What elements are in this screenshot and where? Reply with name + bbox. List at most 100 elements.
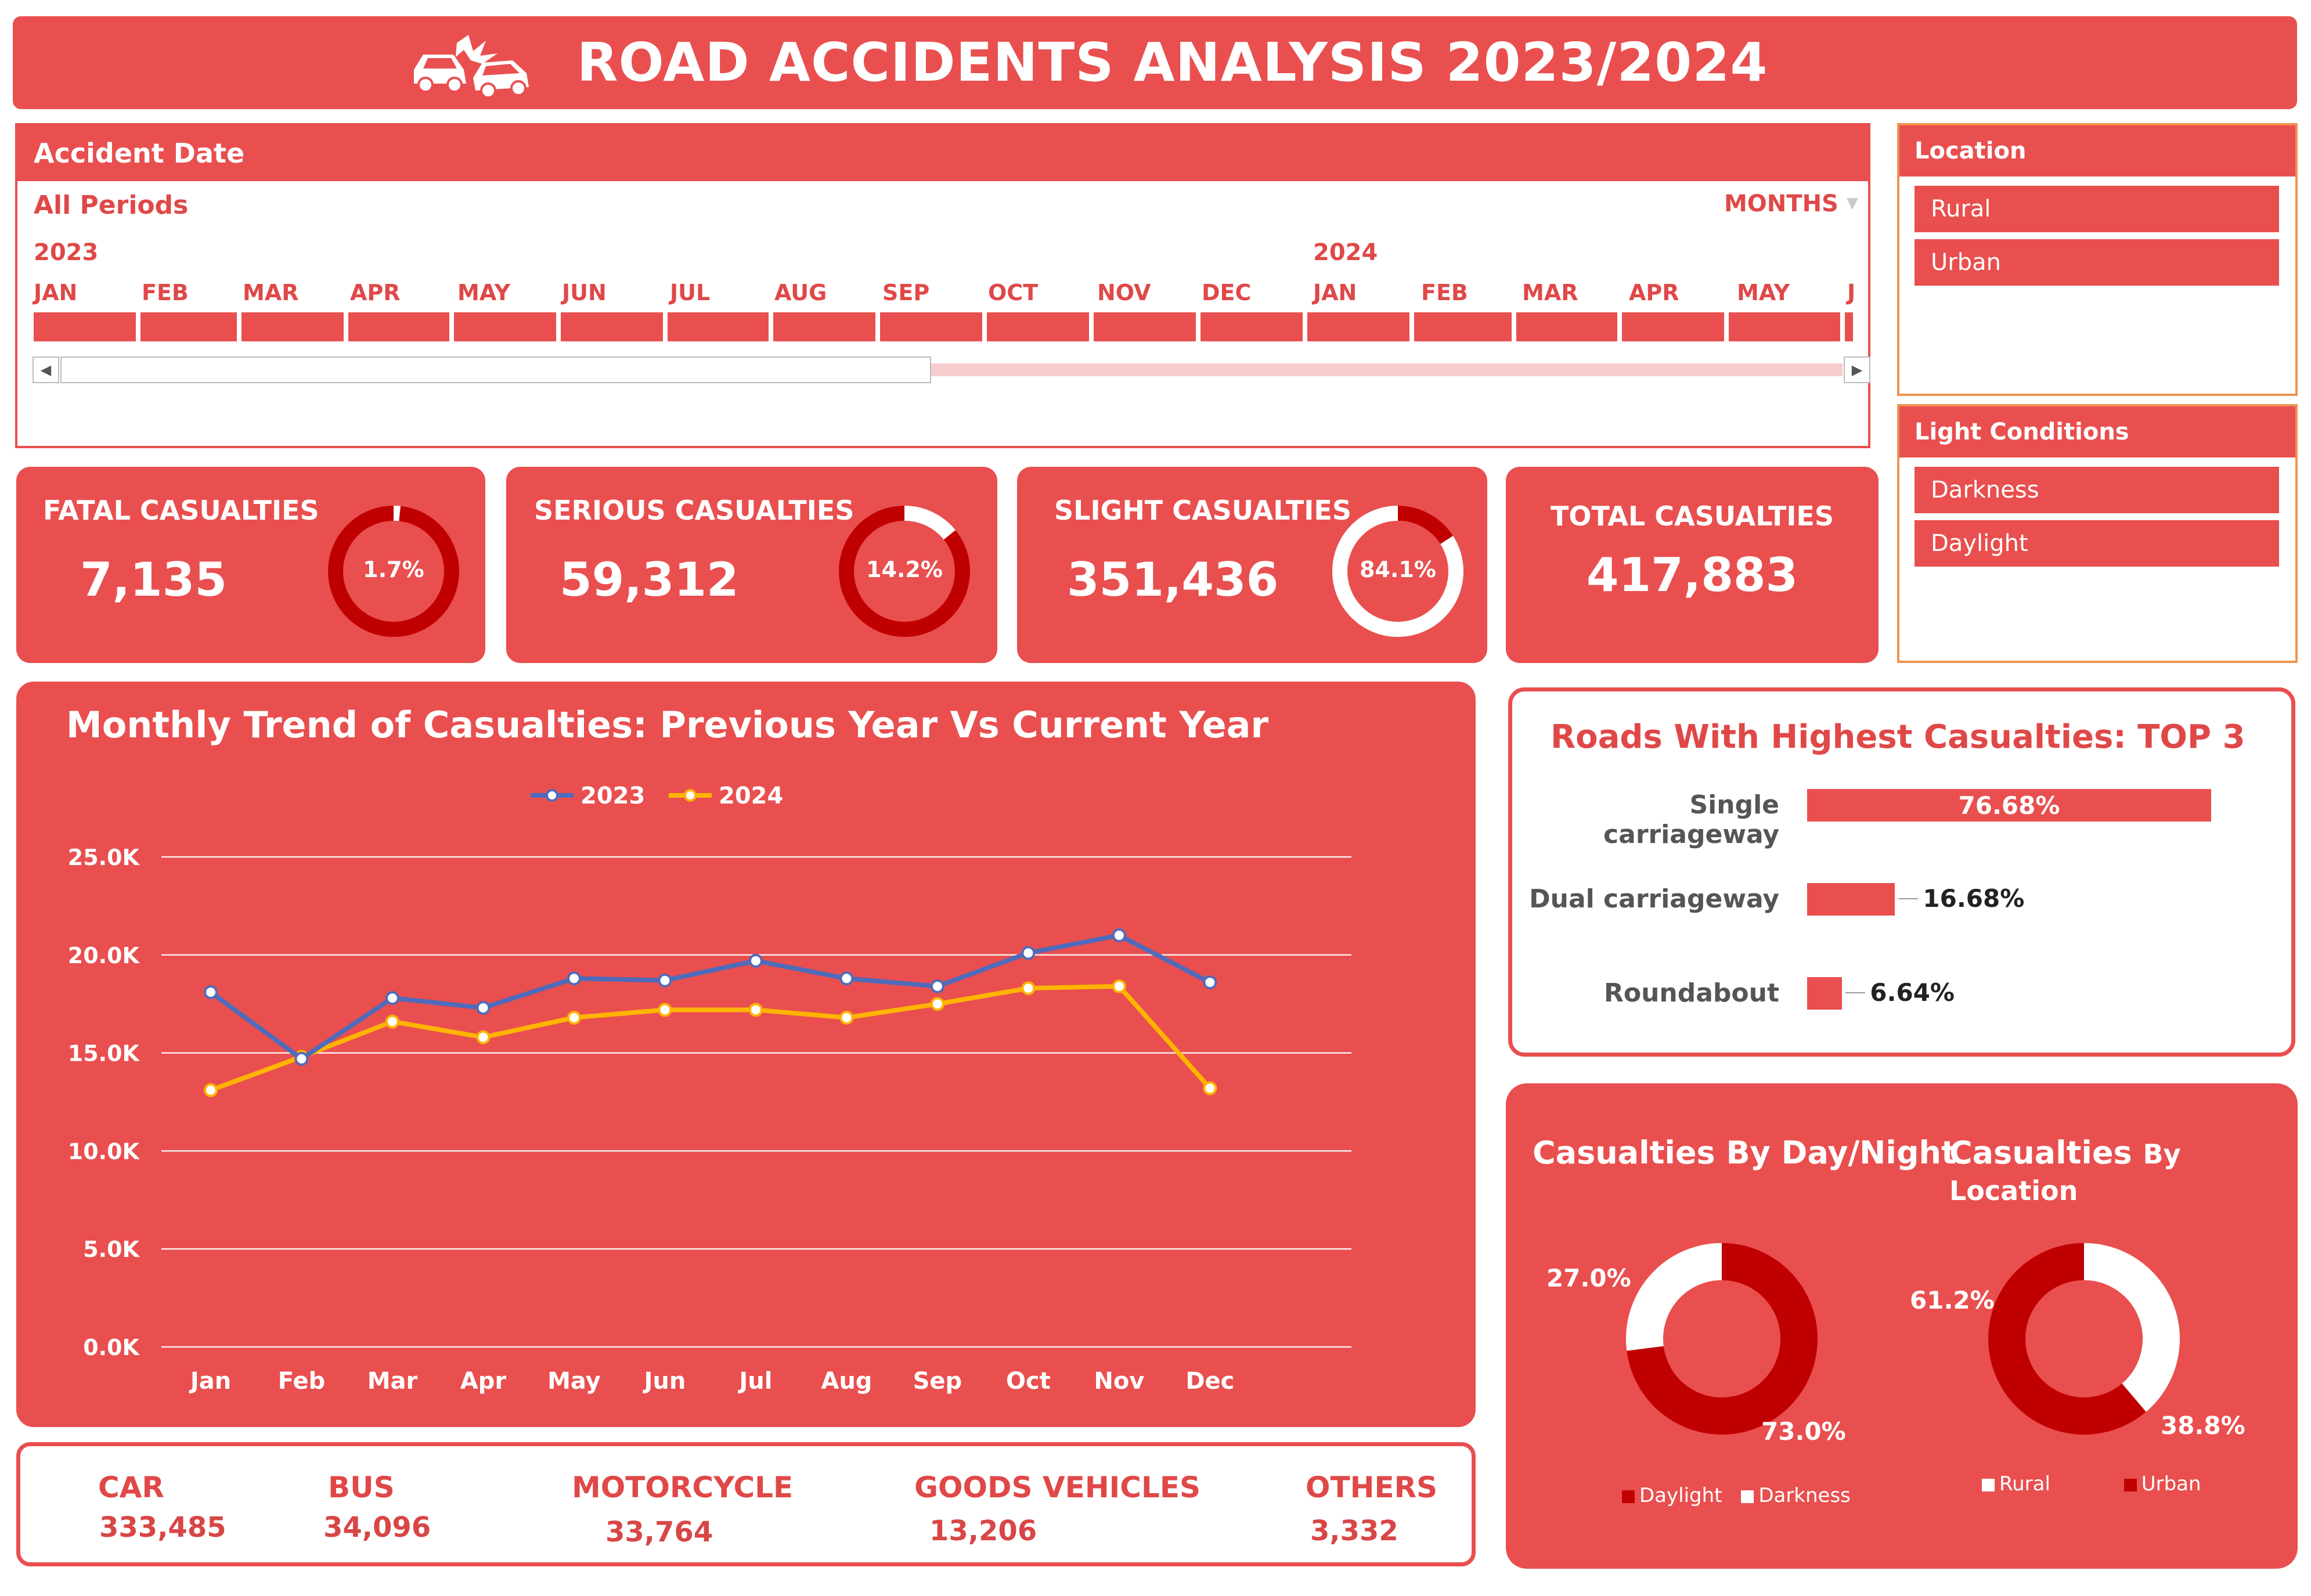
- serious-share-arc: [839, 506, 970, 637]
- slight-share-donut: 84.1%: [1332, 506, 1463, 637]
- timeline-month-label: MAY: [457, 280, 511, 305]
- leader-line: [1845, 992, 1866, 993]
- scroll-left-icon[interactable]: ◀: [33, 356, 59, 383]
- data-point-2024: [748, 1003, 763, 1017]
- slicer-item-rural[interactable]: Rural: [1915, 186, 2279, 232]
- y-tick-label: 5.0K: [83, 1237, 140, 1262]
- x-tick-label: Jun: [643, 1368, 686, 1395]
- timeline-month-label: JUL: [670, 280, 711, 305]
- timeline-month-bar[interactable]: [241, 312, 344, 341]
- x-tick-label: Jul: [737, 1368, 772, 1395]
- timeline-year-2023: 2023: [34, 239, 99, 266]
- timeline-month-label: AUG: [774, 280, 827, 305]
- fatal-share-arc: [328, 506, 459, 637]
- vehicle-value-others: 3,332: [1310, 1515, 1398, 1547]
- series-line-2024: [210, 983, 1212, 1093]
- legend-swatch-daylight: [1622, 1490, 1635, 1503]
- timeline-month-bar[interactable]: [1845, 312, 1853, 341]
- timeline-level-dropdown[interactable]: MONTHS ▼: [1724, 190, 1858, 217]
- road-value-label: 6.64%: [1870, 978, 1955, 1007]
- timeline-month-bar[interactable]: [1516, 312, 1617, 341]
- data-point-2023: [748, 953, 763, 968]
- data-point-2024: [658, 1003, 672, 1017]
- kpi-value: 417,883: [1586, 548, 1798, 602]
- slice-label-darkness: 27.0%: [1546, 1264, 1631, 1292]
- x-tick-label: Apr: [460, 1368, 507, 1395]
- timeline-month-label: JAN: [1313, 280, 1357, 305]
- x-tick-label: Sep: [913, 1368, 962, 1395]
- legend-label-darkness: Darkness: [1758, 1484, 1851, 1507]
- timeline-month-bar[interactable]: [348, 312, 449, 341]
- vehicle-value-car: 333,485: [99, 1511, 226, 1544]
- slicer-item-urban[interactable]: Urban: [1915, 239, 2279, 286]
- timeline-month-bar[interactable]: [454, 312, 556, 341]
- kpi-label: SERIOUS CASUALTIES: [534, 495, 855, 526]
- data-point-2023: [1021, 946, 1036, 960]
- scroll-right-icon[interactable]: ▶: [1844, 356, 1870, 383]
- car-crash-icon: [414, 35, 529, 98]
- y-tick-label: 20.0K: [68, 943, 140, 968]
- slicer-item-daylight[interactable]: Daylight: [1915, 520, 2279, 567]
- vehicle-label-others: OTHERS: [1306, 1471, 1438, 1504]
- data-point-2024: [1021, 981, 1036, 996]
- timeline-scrollbar[interactable]: ◀ ▶: [33, 356, 1870, 383]
- data-point-2024: [385, 1014, 399, 1029]
- timeline-month-bar[interactable]: [140, 312, 237, 341]
- timeline-month-bar[interactable]: [987, 312, 1089, 341]
- location-chart-title-sub: By Location: [1949, 1139, 2181, 1206]
- timeline-month-bar[interactable]: [1622, 312, 1724, 341]
- slice-rural: [2083, 1243, 2180, 1412]
- monthly-trend-chart: Monthly Trend of Casualties: Previous Ye…: [16, 682, 1476, 1427]
- road-category-label: Roundabout: [1603, 978, 1779, 1008]
- slice-label-rural: 38.8%: [2161, 1411, 2245, 1440]
- x-tick-label: Jan: [189, 1368, 231, 1395]
- data-point-2023: [204, 985, 218, 999]
- data-point-2024: [839, 1010, 854, 1025]
- timeline-month-bar[interactable]: [1200, 312, 1303, 341]
- vehicle-value-motorcycle: 33,764: [605, 1516, 713, 1548]
- slice-darkness: [1626, 1243, 1722, 1351]
- road-bar: [1807, 883, 1895, 916]
- pies-svg: 73.0% 27.0% 38.8% 61.2%: [1546, 1243, 2245, 1446]
- data-point-2024: [1112, 979, 1126, 993]
- timeline-month-bar[interactable]: [1414, 312, 1512, 341]
- timeline-month-bar[interactable]: [880, 312, 982, 341]
- timeline-month-label: NOV: [1097, 280, 1151, 305]
- timeline-month-label: FEB: [142, 280, 189, 305]
- road-bar: [1807, 977, 1843, 1010]
- dashboard-header: ROAD ACCIDENTS ANALYSIS 2023/2024: [13, 16, 2297, 109]
- y-tick-label: 15.0K: [68, 1041, 140, 1067]
- trend-chart-title: Monthly Trend of Casualties: Previous Ye…: [66, 704, 1268, 746]
- monthly-trend-svg: Monthly Trend of Casualties: Previous Ye…: [66, 704, 1351, 1395]
- timeline-period-label: All Periods: [34, 190, 189, 220]
- timeline-month-bar[interactable]: [668, 312, 769, 341]
- timeline-month-label: APR: [350, 280, 401, 305]
- timeline-month-bar[interactable]: [773, 312, 875, 341]
- timeline-month-label: APR: [1629, 280, 1679, 305]
- legend-label-2023: 2023: [581, 783, 645, 809]
- data-point-2023: [658, 973, 672, 988]
- slice-label-urban: 61.2%: [1910, 1286, 1995, 1314]
- leader-line: [1898, 898, 1919, 899]
- data-point-2023: [1112, 928, 1126, 943]
- data-point-2024: [1203, 1081, 1217, 1096]
- kpi-value: 7,135: [80, 553, 228, 607]
- timeline-month-bar[interactable]: [34, 312, 136, 341]
- road-value-label: 16.68%: [1923, 884, 2025, 913]
- data-point-2023: [839, 971, 854, 986]
- vehicle-label-goods: GOODS VEHICLES: [914, 1471, 1200, 1504]
- slicer-item-darkness[interactable]: Darkness: [1915, 467, 2279, 513]
- road-value-label: 76.68%: [1958, 791, 2060, 820]
- timeline-title: Accident Date: [34, 138, 245, 169]
- timeline-month-bar[interactable]: [1729, 312, 1840, 341]
- timeline-month-label: DEC: [1202, 280, 1252, 305]
- timeline-month-bar[interactable]: [1094, 312, 1196, 341]
- data-point-2024: [567, 1010, 581, 1025]
- timeline-month-label: SEP: [882, 280, 930, 305]
- scrollbar-thumb[interactable]: [60, 356, 931, 383]
- accident-date-timeline[interactable]: Accident Date All Periods MONTHS ▼ 2023 2…: [15, 123, 1870, 448]
- timeline-month-bar[interactable]: [1307, 312, 1409, 341]
- timeline-month-bar[interactable]: [561, 312, 663, 341]
- timeline-month-label: MAR: [1522, 280, 1578, 305]
- location-legend: Rural Urban: [1982, 1472, 2201, 1496]
